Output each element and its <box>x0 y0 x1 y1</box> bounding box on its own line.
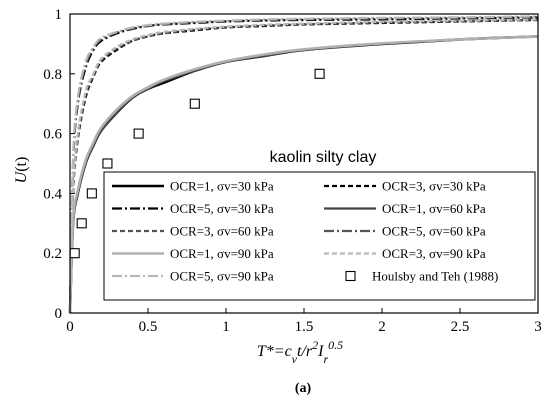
reference-points-group <box>69 68 325 259</box>
y-tick-label: 1 <box>55 7 63 23</box>
annotation-text: kaolin silty clay <box>270 149 377 166</box>
legend-label: OCR=3, σv=60 kPa <box>170 224 274 239</box>
x-tick-label: 0 <box>66 319 74 335</box>
legend-label: OCR=1, σv=60 kPa <box>382 201 486 216</box>
x-tick-label: 3 <box>534 319 542 335</box>
reference-point <box>69 248 80 259</box>
legend-swatch <box>345 270 356 282</box>
legend-label: OCR=1, σv=90 kPa <box>170 246 274 261</box>
y-tick-label: 0 <box>55 306 63 322</box>
panel-label: (a) <box>295 381 312 396</box>
legend-label: OCR=1, σv=30 kPa <box>170 179 274 194</box>
legend-box <box>103 171 536 301</box>
series-line-7 <box>68 35 539 314</box>
y-tick-label: 0.6 <box>43 127 62 143</box>
x-tick-label: 1.5 <box>295 319 314 335</box>
legend-label: OCR=5, σv=60 kPa <box>382 224 486 239</box>
legend-label: OCR=5, σv=30 kPa <box>170 201 274 216</box>
x-tick-label: 2.5 <box>451 319 470 335</box>
legend-label: OCR=3, σv=90 kPa <box>382 246 486 261</box>
reference-point <box>314 68 325 79</box>
y-tick-label: 0.4 <box>43 186 62 202</box>
legend-label: Houlsby and Teh (1988) <box>372 269 498 284</box>
y-axis-title: U(t) <box>13 157 30 184</box>
reference-point <box>102 158 113 169</box>
legend-label: OCR=5, σv=90 kPa <box>170 269 274 284</box>
legend-label: OCR=3, σv=30 kPa <box>382 179 486 194</box>
x-axis-title: T*=cvt/r2Ir0.5 <box>257 338 343 366</box>
legend: OCR=1, σv=30 kPa OCR=3, σv=30 kPa OCR=5, σ… <box>103 171 536 301</box>
y-tick-label: 0.2 <box>43 246 62 262</box>
series-group <box>68 15 539 314</box>
series-line-9 <box>68 15 539 314</box>
x-tick-label: 2 <box>378 319 386 335</box>
reference-point <box>76 218 87 229</box>
y-tick-label: 0.8 <box>43 67 62 83</box>
plot-frame <box>69 13 539 314</box>
reference-point <box>189 98 200 109</box>
tick-group: 0 0.5 1 1.5 2 2.5 3 0 0.2 0.4 0.6 0.8 1 <box>43 7 542 335</box>
reference-point <box>133 128 144 139</box>
reference-point <box>86 188 97 199</box>
x-tick-label: 0.5 <box>139 319 158 335</box>
x-tick-label: 1 <box>222 319 230 335</box>
series-line-8 <box>68 18 539 314</box>
